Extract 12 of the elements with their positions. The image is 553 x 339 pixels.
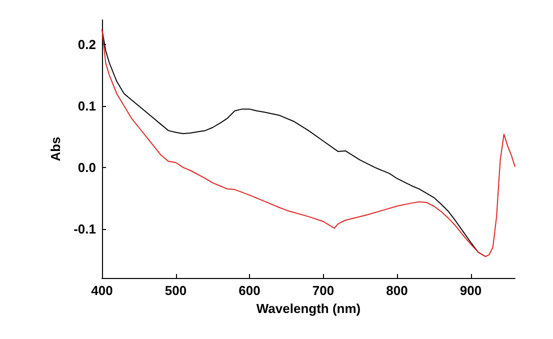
y-axis-title: Abs [48,136,63,162]
x-tick-label: 800 [386,283,408,298]
x-tick-label: 500 [164,283,187,298]
y-tick-label: 0.1 [78,98,96,114]
x-tick-label: 700 [312,283,334,298]
x-tick-label: 900 [460,283,482,298]
x-tick-label: 400 [91,283,113,298]
y-tick-label: -0.1 [74,221,96,236]
x-tick-label: 600 [238,283,260,298]
x-axis-title: Wavelength (nm) [256,300,361,316]
y-tick-label: 0.0 [78,160,96,175]
y-tick-label: 0.2 [78,37,96,52]
